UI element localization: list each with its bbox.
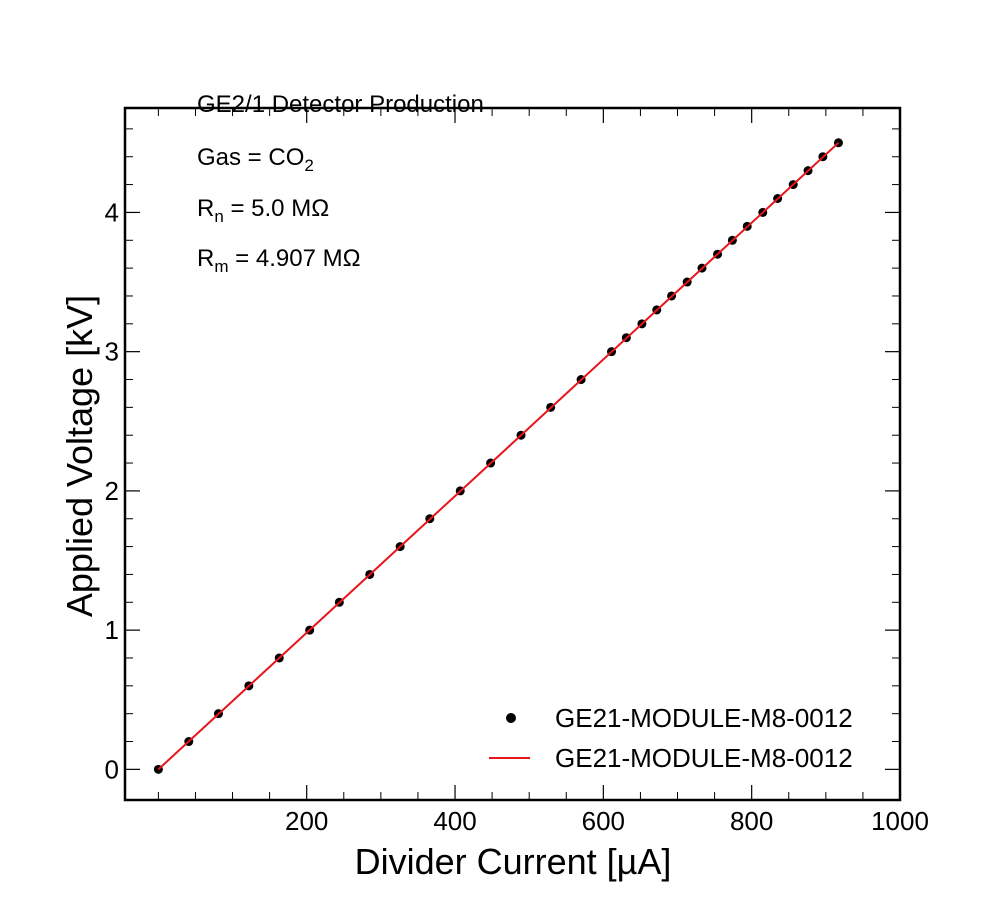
- legend-label-points: GE21-MODULE-M8-0012: [555, 703, 853, 733]
- plot-marks: [153, 138, 843, 774]
- y-tick-label: 0: [105, 754, 119, 784]
- annotation-block: GE2/1 Detector Production Gas = CO2 Rn =…: [197, 91, 484, 276]
- legend: GE21-MODULE-M8-0012 GE21-MODULE-M8-0012: [489, 703, 853, 773]
- x-tick-label: 800: [730, 806, 773, 836]
- plot-frame: [123, 106, 902, 802]
- annotation-gas: Gas = CO2: [197, 144, 314, 175]
- legend-label-fit-line: GE21-MODULE-M8-0012: [555, 743, 853, 773]
- annotation-rn: Rn = 5.0 MΩ: [197, 195, 329, 226]
- annotation-rm: Rm = 4.907 MΩ: [197, 245, 361, 276]
- x-tick-label: 1000: [871, 806, 929, 836]
- legend-marker-points: [506, 713, 516, 723]
- annotation-title: GE2/1 Detector Production: [197, 91, 484, 118]
- x-tick-label: 400: [433, 806, 476, 836]
- y-tick-label: 1: [105, 615, 119, 645]
- x-axis-title: Divider Current [µA]: [355, 841, 672, 882]
- x-tick-label: 200: [285, 806, 328, 836]
- y-tick-label: 2: [105, 476, 119, 506]
- y-tick-label: 4: [105, 197, 119, 227]
- fit-line: [157, 142, 840, 771]
- x-tick-label: 600: [582, 806, 625, 836]
- y-tick-label: 3: [105, 337, 119, 367]
- plot-axes: 200 400 600 800 1000 0 1 2 3 4: [105, 106, 929, 836]
- y-axis-title: Applied Voltage [kV]: [59, 295, 100, 617]
